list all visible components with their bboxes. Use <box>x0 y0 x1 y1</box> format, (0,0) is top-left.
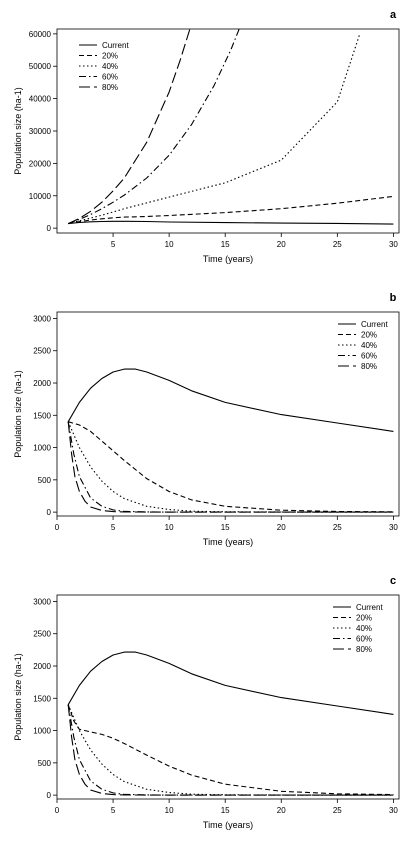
y-tick-label: 50000 <box>29 62 52 71</box>
legend-label: Current <box>102 41 129 50</box>
y-tick-label: 3000 <box>33 597 51 606</box>
legend-label: 80% <box>356 645 372 654</box>
x-axis-label: Time (years) <box>203 820 253 830</box>
y-axis-label: Population size (ha-1) <box>13 370 23 458</box>
legend-label: Current <box>361 320 388 329</box>
x-tick-label: 10 <box>165 240 174 249</box>
series-line-current <box>68 220 394 225</box>
chart-panel-c: c 0 5 10 15 20 25 30 0 500 1000 1500 2000 2500 3000 Tim… <box>13 575 400 830</box>
legend-label: 80% <box>361 362 377 371</box>
x-tick-label: 10 <box>165 523 174 532</box>
plot-frame <box>56 594 400 800</box>
x-tick-label: 25 <box>333 240 342 249</box>
x-tick-label: 5 <box>111 240 116 249</box>
series-line-current <box>67 651 394 715</box>
series-lines <box>67 368 394 513</box>
legend-label: 20% <box>356 614 372 623</box>
x-tick-label: 20 <box>277 523 286 532</box>
series-line-20pct <box>68 195 394 225</box>
x-tick-label: 10 <box>165 806 174 815</box>
y-tick-label: 0 <box>47 224 52 233</box>
y-tick-label: 30000 <box>29 127 52 136</box>
y-tick-label: 2500 <box>33 347 51 356</box>
y-axis-label: Population size (ha-1) <box>13 653 23 741</box>
series-line-80pct <box>67 421 394 513</box>
x-tick-label: 30 <box>389 523 398 532</box>
series-line-40pct <box>67 421 394 513</box>
panel-label: b <box>390 292 397 304</box>
y-tick-label: 3000 <box>33 314 51 323</box>
y-tick-label: 10000 <box>29 192 52 201</box>
x-tick-label: 25 <box>333 806 342 815</box>
legend: Current 20%40% 60%80% <box>338 320 388 371</box>
legend-label: 40% <box>361 341 377 350</box>
series-line-80pct <box>67 704 394 796</box>
x-tick-label: 0 <box>55 806 60 815</box>
x-tick-label: 30 <box>389 806 398 815</box>
legend-label: 80% <box>102 83 118 92</box>
panel-label: a <box>390 9 397 21</box>
y-tick-label: 60000 <box>29 30 52 39</box>
legend: Current 20%40% 60%80% <box>333 603 383 654</box>
series-line-current <box>67 368 394 432</box>
y-tick-label: 2000 <box>33 662 51 671</box>
series-line-60pct <box>67 704 394 796</box>
series-line-80pct <box>67 29 191 225</box>
x-axis-label: Time (years) <box>203 254 253 264</box>
x-tick-label: 0 <box>55 523 60 532</box>
y-tick-label: 0 <box>47 791 52 800</box>
x-tick-label: 20 <box>277 240 286 249</box>
series-line-40pct <box>67 704 394 796</box>
series-lines <box>67 651 394 796</box>
legend-label: 60% <box>361 352 377 361</box>
y-tick-label: 0 <box>47 508 52 517</box>
series-line-60pct <box>67 421 394 513</box>
x-tick-label: 15 <box>221 806 230 815</box>
series-line-20pct <box>68 421 394 513</box>
x-axis-label: Time (years) <box>203 537 253 547</box>
legend-label: 40% <box>356 624 372 633</box>
legend-label: 60% <box>356 635 372 644</box>
legend-label: 20% <box>361 331 377 340</box>
series-line-60pct <box>68 29 240 225</box>
y-tick-label: 20000 <box>29 159 52 168</box>
x-tick-label: 20 <box>277 806 286 815</box>
y-tick-label: 1500 <box>33 411 51 420</box>
chart-panel-b: b 0 5 10 15 20 25 30 0 500 1000 1500 2000 2500 3000 Tim… <box>13 292 400 547</box>
y-tick-label: 500 <box>38 759 52 768</box>
x-tick-label: 5 <box>111 523 116 532</box>
y-tick-label: 2000 <box>33 379 51 388</box>
series-line-20pct <box>67 704 394 796</box>
y-tick-label: 1000 <box>33 727 51 736</box>
x-tick-label: 25 <box>333 523 342 532</box>
x-tick-label: 15 <box>221 523 230 532</box>
y-tick-label: 40000 <box>29 95 52 104</box>
legend-label: 40% <box>102 62 118 71</box>
legend-label: 60% <box>102 73 118 82</box>
panel-label: c <box>390 575 396 587</box>
chart-panel-a: a 5 10 15 20 25 30 0 10000 20000 30000 40000 50000 60… <box>13 9 400 264</box>
legend-label: Current <box>356 603 383 612</box>
legend: Current 20%40% 60%80% <box>79 41 129 92</box>
x-tick-label: 15 <box>221 240 230 249</box>
legend-label: 20% <box>102 52 118 61</box>
y-tick-label: 1500 <box>33 694 51 703</box>
x-tick-label: 30 <box>389 240 398 249</box>
series-line-40pct <box>68 33 361 225</box>
y-tick-label: 2500 <box>33 630 51 639</box>
x-tick-label: 5 <box>111 806 116 815</box>
plot-frame <box>56 311 400 517</box>
y-tick-label: 1000 <box>33 444 51 453</box>
series-lines <box>67 29 394 225</box>
y-tick-label: 500 <box>38 476 52 485</box>
y-axis-label: Population size (ha-1) <box>13 87 23 175</box>
